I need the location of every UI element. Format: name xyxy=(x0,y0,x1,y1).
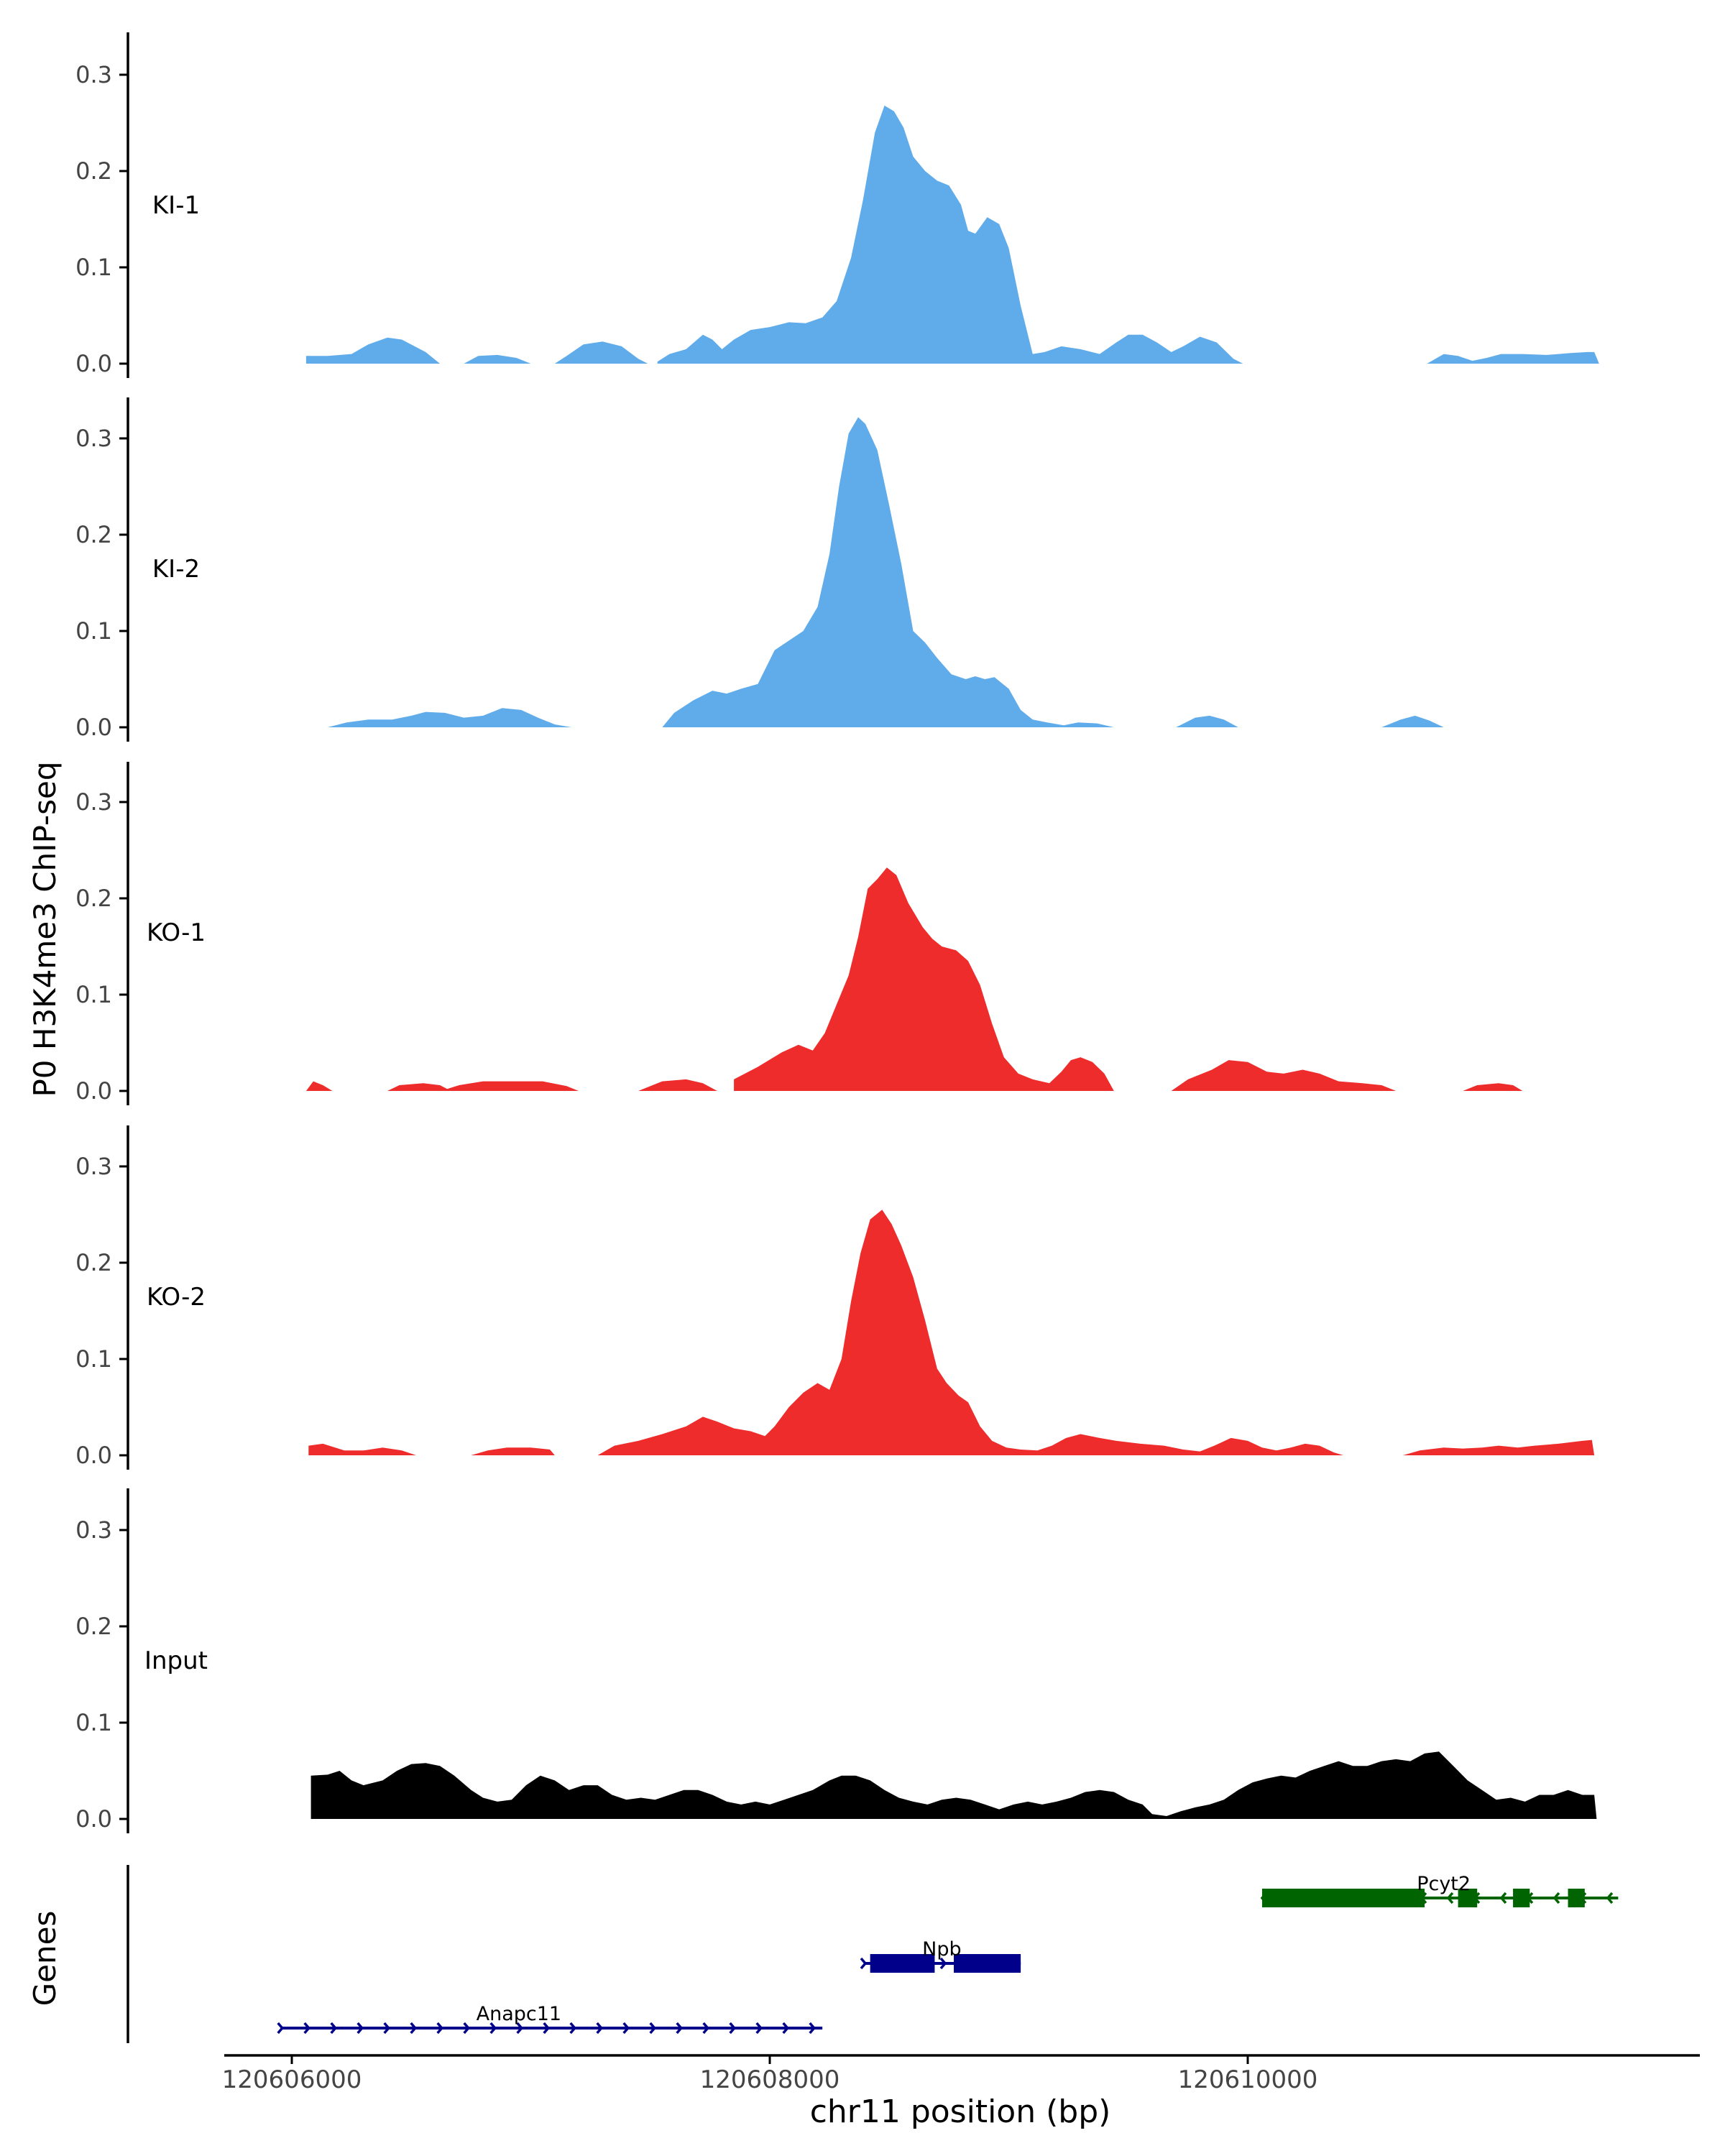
x-axis: 120606000 120608000 120610000 xyxy=(222,2054,1700,2094)
signal-area xyxy=(657,105,1243,364)
strand-arrow xyxy=(676,2022,684,2035)
signal-area xyxy=(638,1079,717,1091)
strand-arrow xyxy=(649,2022,657,2035)
strand-arrow xyxy=(860,1957,868,1970)
strand-arrow xyxy=(702,2022,710,2035)
y-axis-title: P0 H3K4me3 ChIP-seq xyxy=(27,761,63,1097)
y-tick-label: 0.0 xyxy=(75,1442,112,1469)
gene-npb: Npb xyxy=(860,1938,1021,1973)
y-tick-label: 0.2 xyxy=(75,521,112,548)
strand-arrow xyxy=(356,2022,364,2035)
x-axis-title: chr11 position (bp) xyxy=(810,2093,1111,2130)
exon xyxy=(1261,1889,1425,1907)
signal-area xyxy=(1427,351,1599,364)
genes-panel-label: Genes xyxy=(27,1911,63,2007)
signal-area xyxy=(597,1210,1343,1455)
y-tick-label: 0.0 xyxy=(75,350,112,377)
y-tick-label: 0.2 xyxy=(75,885,112,912)
y-tick-label: 0.0 xyxy=(75,1805,112,1833)
strand-arrow xyxy=(330,2022,338,2035)
y-tick-label: 0.2 xyxy=(75,157,112,185)
y-tick-label: 0.3 xyxy=(75,788,112,816)
strand-arrow xyxy=(463,2022,471,2035)
strand-arrow xyxy=(383,2022,391,2035)
track-label: KI-2 xyxy=(152,555,200,584)
y-tick-label: 0.1 xyxy=(75,617,112,645)
y-tick-label: 0.3 xyxy=(75,61,112,88)
signal-area xyxy=(1403,1439,1595,1455)
y-tick-label: 0.1 xyxy=(75,1345,112,1373)
track-label: KO-1 xyxy=(147,918,206,947)
y-tick-label: 0.3 xyxy=(75,425,112,452)
x-tick-label: 120606000 xyxy=(222,2065,362,2094)
signal-area xyxy=(308,1443,416,1455)
strand-arrow xyxy=(1552,1892,1560,1904)
y-tick-label: 0.1 xyxy=(75,254,112,281)
gene-label: Anapc11 xyxy=(477,2003,561,2025)
signal-area xyxy=(327,708,571,727)
gene-annotation-track: Pcyt2 Npb Anapc11 xyxy=(126,1865,1619,2043)
track-label: Input xyxy=(144,1646,208,1675)
signal-area xyxy=(1463,1083,1523,1091)
strand-arrow xyxy=(729,2022,737,2035)
track-ki-2: 0.0 0.1 0.2 0.3 KI-2 xyxy=(75,397,1444,742)
gene-label: Npb xyxy=(922,1938,961,1961)
signal-area xyxy=(305,337,441,364)
signal-area xyxy=(464,354,531,364)
strand-arrow xyxy=(939,1957,947,1970)
exon xyxy=(1458,1889,1478,1907)
strand-arrow xyxy=(436,2022,444,2035)
signal-area xyxy=(554,341,648,364)
gene-label: Pcyt2 xyxy=(1417,1873,1471,1895)
gene-anapc11: Anapc11 xyxy=(277,2003,823,2035)
x-tick-label: 120610000 xyxy=(1178,2065,1318,2094)
track-label: KO-2 xyxy=(147,1283,206,1312)
signal-area xyxy=(1381,715,1444,727)
exon xyxy=(1513,1889,1530,1907)
exon xyxy=(1568,1889,1585,1907)
exon xyxy=(870,1954,935,1973)
y-tick-label: 0.3 xyxy=(75,1516,112,1544)
exon xyxy=(954,1954,1021,1973)
strand-arrow xyxy=(1446,1892,1454,1904)
track-ko-1: 0.0 0.1 0.2 0.3 KO-1 xyxy=(75,762,1523,1105)
track-input: 0.0 0.1 0.2 0.3 Input xyxy=(75,1488,1597,1833)
strand-arrow xyxy=(596,2022,604,2035)
strand-arrow xyxy=(809,2022,816,2035)
y-tick-label: 0.0 xyxy=(75,714,112,741)
y-tick-label: 0.2 xyxy=(75,1249,112,1276)
track-ki-1: 0.0 0.1 0.2 0.3 KI-1 xyxy=(75,32,1599,378)
strand-arrow xyxy=(1606,1892,1614,1904)
y-tick-label: 0.1 xyxy=(75,1709,112,1736)
x-tick-label: 120608000 xyxy=(700,2065,840,2094)
signal-area xyxy=(1171,1060,1397,1091)
signal-tracks: 0.00.10.20.3KI-10.00.10.20.3KI-20.00.10.… xyxy=(75,32,1599,1833)
y-tick-label: 0.2 xyxy=(75,1613,112,1640)
signal-area xyxy=(1176,715,1238,727)
strand-arrow xyxy=(622,2022,630,2035)
strand-arrow xyxy=(303,2022,311,2035)
strand-arrow xyxy=(410,2022,418,2035)
y-tick-label: 0.0 xyxy=(75,1077,112,1105)
signal-area xyxy=(662,417,1114,727)
strand-arrow xyxy=(782,2022,790,2035)
signal-area xyxy=(387,1081,579,1091)
strand-arrow xyxy=(543,2022,551,2035)
strand-arrow xyxy=(1499,1892,1507,1904)
track-ko-2: 0.0 0.1 0.2 0.3 KO-2 xyxy=(75,1125,1595,1470)
strand-arrow xyxy=(569,2022,577,2035)
gene-pcyt2: Pcyt2 xyxy=(1260,1873,1619,1907)
strand-arrow xyxy=(489,2022,497,2035)
strand-arrow xyxy=(516,2022,524,2035)
signal-area xyxy=(734,867,1114,1091)
strand-arrow xyxy=(755,2022,763,2035)
signal-area xyxy=(471,1447,555,1455)
track-label: KI-1 xyxy=(152,191,200,220)
signal-area xyxy=(305,1081,333,1091)
strand-arrow xyxy=(277,2022,285,2035)
signal-area xyxy=(310,1751,1597,1819)
y-tick-label: 0.3 xyxy=(75,1153,112,1180)
y-tick-label: 0.1 xyxy=(75,981,112,1008)
